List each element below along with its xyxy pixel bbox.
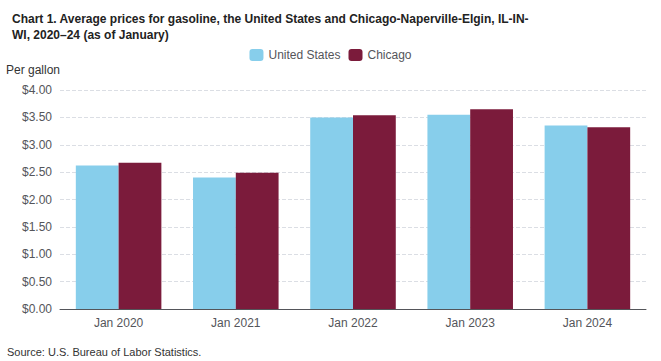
svg-text:$0.00: $0.00 — [22, 302, 52, 316]
svg-text:Jan 2021: Jan 2021 — [211, 316, 261, 330]
svg-text:$2.50: $2.50 — [22, 165, 52, 179]
svg-text:$1.00: $1.00 — [22, 247, 52, 261]
svg-text:Source: U.S. Bureau of Labor S: Source: U.S. Bureau of Labor Statistics. — [7, 346, 201, 358]
svg-text:$2.00: $2.00 — [22, 193, 52, 207]
svg-text:Per gallon: Per gallon — [6, 63, 60, 77]
svg-text:Jan 2024: Jan 2024 — [563, 316, 613, 330]
svg-text:Chart 1. Average prices for ga: Chart 1. Average prices for gasoline, th… — [12, 12, 529, 26]
svg-text:$3.50: $3.50 — [22, 110, 52, 124]
svg-text:Jan 2022: Jan 2022 — [328, 316, 378, 330]
svg-text:$0.50: $0.50 — [22, 275, 52, 289]
svg-text:$1.50: $1.50 — [22, 220, 52, 234]
svg-text:Chicago: Chicago — [368, 48, 412, 62]
svg-text:WI, 2020–24 (as of January): WI, 2020–24 (as of January) — [12, 28, 169, 42]
svg-text:$4.00: $4.00 — [22, 83, 52, 97]
svg-text:$3.00: $3.00 — [22, 138, 52, 152]
svg-text:Jan 2020: Jan 2020 — [94, 316, 144, 330]
svg-text:United States: United States — [268, 48, 340, 62]
svg-text:Jan 2023: Jan 2023 — [446, 316, 496, 330]
